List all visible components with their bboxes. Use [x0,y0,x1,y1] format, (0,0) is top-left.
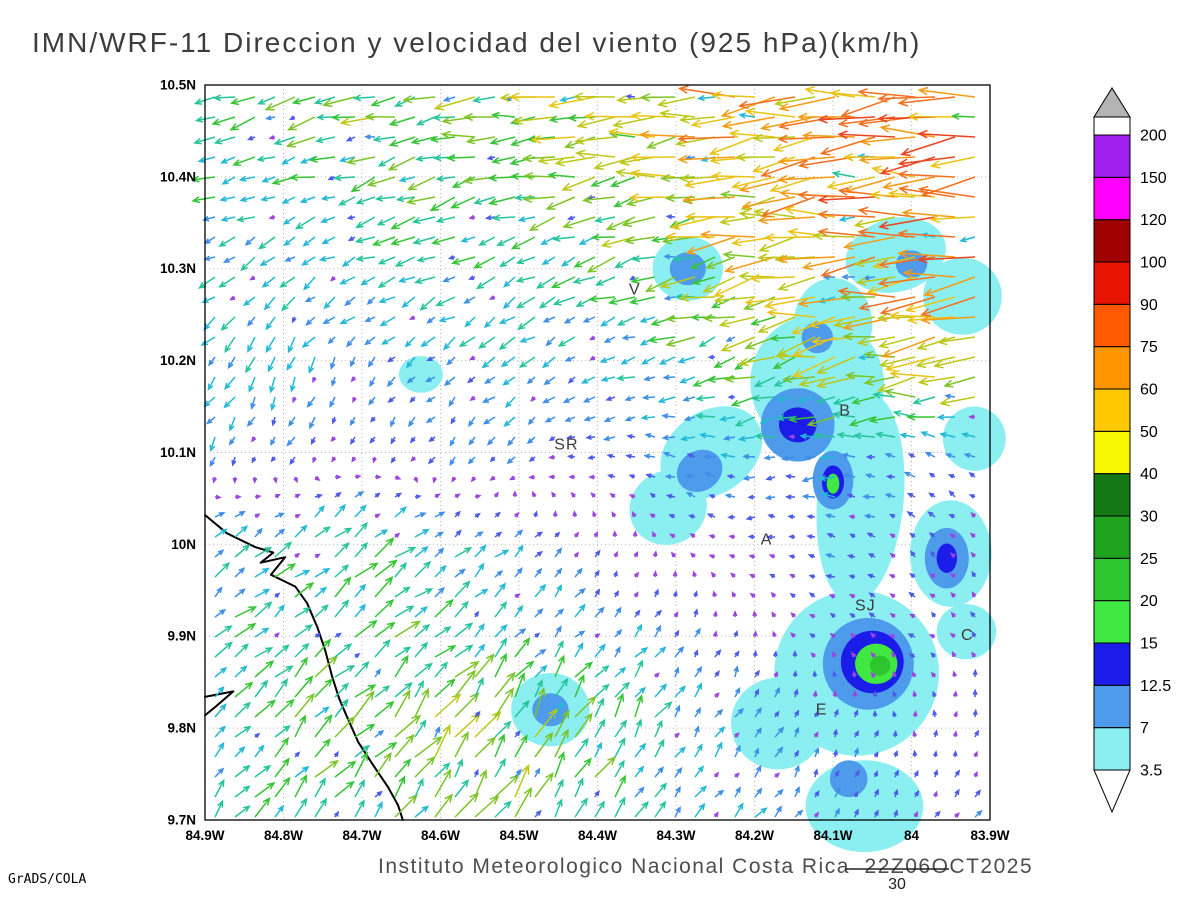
svg-text:40: 40 [1140,466,1158,483]
colorbar-top-cap [1093,87,1131,118]
svg-text:90: 90 [1140,297,1158,314]
svg-text:20: 20 [1140,593,1158,610]
svg-text:10.1N: 10.1N [160,445,196,460]
svg-text:15: 15 [1140,636,1158,653]
svg-text:84: 84 [904,828,920,843]
svg-text:120: 120 [1140,212,1167,229]
wind-vector-map: 9.7N 9.8N 9.9N 10N 10.1N 10.2N 10.3N 10.4N 10.5N… [160,78,1010,853]
axis-tick-labels: 9.7N 9.8N 9.9N 10N 10.1N 10.2N 10.3N 10.4N 10.5N… [160,78,1010,844]
svg-text:84.2W: 84.2W [735,828,774,843]
svg-text:10.5N: 10.5N [160,78,196,93]
svg-text:84.1W: 84.1W [813,828,852,843]
svg-text:150: 150 [1140,170,1167,187]
svg-text:7: 7 [1140,720,1149,737]
svg-text:84.3W: 84.3W [656,828,695,843]
svg-text:200: 200 [1140,128,1167,145]
colorbar-bottom-cap [1093,769,1131,814]
colorbar-labels: 3.5 7 12.5 15 20 25 30 40 50 60 75 90 100 120 150 200 [1140,128,1171,780]
svg-text:9.9N: 9.9N [167,629,196,644]
grads-credit: GrADS/COLA [8,872,87,887]
svg-text:10.3N: 10.3N [160,261,196,276]
svg-text:12.5: 12.5 [1140,678,1171,695]
svg-text:30: 30 [1140,509,1158,526]
reference-arrow-label: 30 [888,876,906,893]
svg-text:I: I [988,527,993,544]
svg-text:9.8N: 9.8N [167,721,196,736]
svg-text:60: 60 [1140,382,1158,399]
vector-key: 30 [845,868,949,893]
coastline [204,514,404,821]
svg-text:C: C [961,627,974,644]
svg-text:SR: SR [554,437,578,454]
station-labels: V SR B A SJ C E I [554,282,993,719]
footer-caption: Instituto Meteorologico Nacional Costa R… [378,855,1034,878]
colorbar-scale [1093,87,1131,814]
svg-text:84.4W: 84.4W [578,828,617,843]
chart-title: IMN/WRF-11 Direccion y velocidad del vie… [32,27,922,58]
svg-text:83.9W: 83.9W [970,828,1009,843]
wind-arrows [190,85,983,818]
svg-text:84.5W: 84.5W [499,828,538,843]
svg-text:3.5: 3.5 [1140,763,1162,780]
svg-text:100: 100 [1140,255,1167,272]
svg-text:10.4N: 10.4N [160,169,196,184]
svg-text:9.7N: 9.7N [167,813,196,828]
svg-text:75: 75 [1140,339,1158,356]
svg-text:84.9W: 84.9W [185,828,224,843]
colorbar: 3.5 7 12.5 15 20 25 30 40 50 60 75 90 100 120 150 200 [1093,87,1171,814]
svg-text:84.6W: 84.6W [421,828,460,843]
svg-text:B: B [839,403,851,420]
map-frame [204,84,991,821]
svg-text:A: A [761,531,773,548]
svg-text:50: 50 [1140,424,1158,441]
svg-text:10N: 10N [171,537,196,552]
svg-text:84.8W: 84.8W [264,828,303,843]
svg-text:SJ: SJ [855,598,876,615]
svg-text:25: 25 [1140,551,1158,568]
svg-text:V: V [629,282,641,299]
svg-text:E: E [816,701,828,718]
svg-text:10.2N: 10.2N [160,353,196,368]
svg-text:84.7W: 84.7W [342,828,381,843]
